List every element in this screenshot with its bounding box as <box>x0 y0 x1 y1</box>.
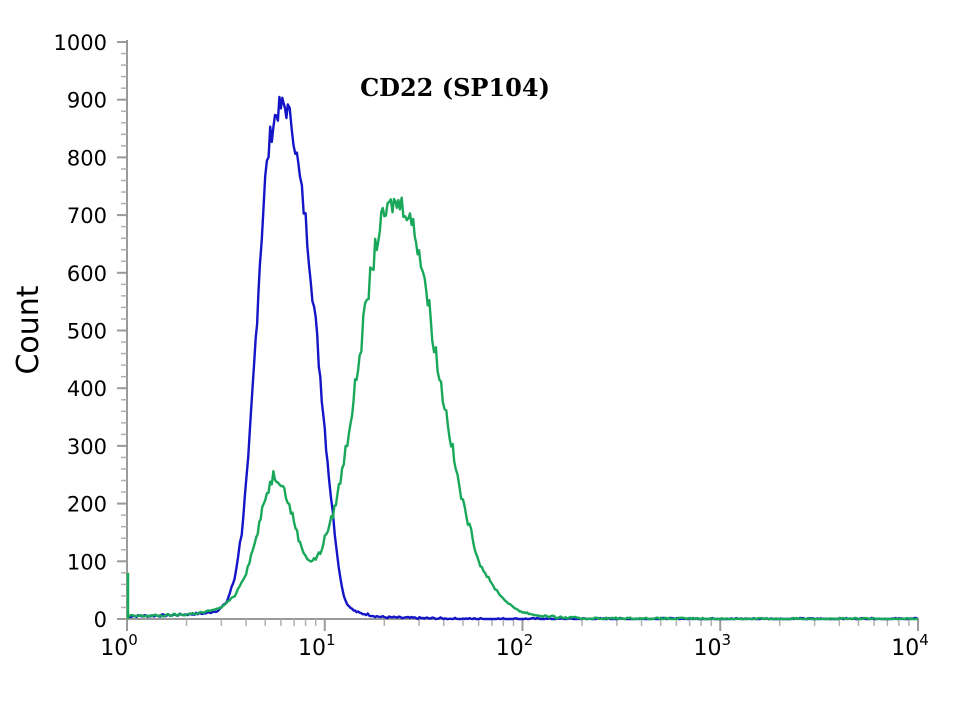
x-tick-label: 103 <box>693 631 731 661</box>
x-tick-label: 101 <box>298 631 336 661</box>
y-tick-label: 500 <box>67 320 107 344</box>
y-tick-label: 0 <box>94 608 107 632</box>
axes <box>126 40 918 620</box>
y-tick-label: 800 <box>67 146 107 170</box>
y-tick-label: 900 <box>67 89 107 113</box>
series-line-1 <box>126 95 919 621</box>
y-tick-label: 700 <box>67 204 107 228</box>
y-tick-label: 600 <box>67 262 107 286</box>
x-tick-label: 100 <box>100 631 138 661</box>
x-tick-label: 104 <box>891 631 929 661</box>
y-tick-label: 300 <box>67 435 107 459</box>
y-axis-ticks: 0 100 200 300 400 500 600 700 800 900 1000 <box>54 31 127 632</box>
y-tick-label: 400 <box>67 377 107 401</box>
y-tick-label: 1000 <box>54 31 107 55</box>
y-tick-label: 200 <box>67 493 107 517</box>
x-tick-label: 102 <box>496 631 534 661</box>
chart-title: CD22 (SP104) <box>360 73 550 102</box>
y-axis-label: Count <box>11 285 46 374</box>
series-lines <box>126 95 919 621</box>
x-axis-ticks: 100 101 102 103 104 <box>100 619 929 661</box>
series-line-2 <box>126 196 919 621</box>
y-tick-label: 100 <box>67 550 107 574</box>
